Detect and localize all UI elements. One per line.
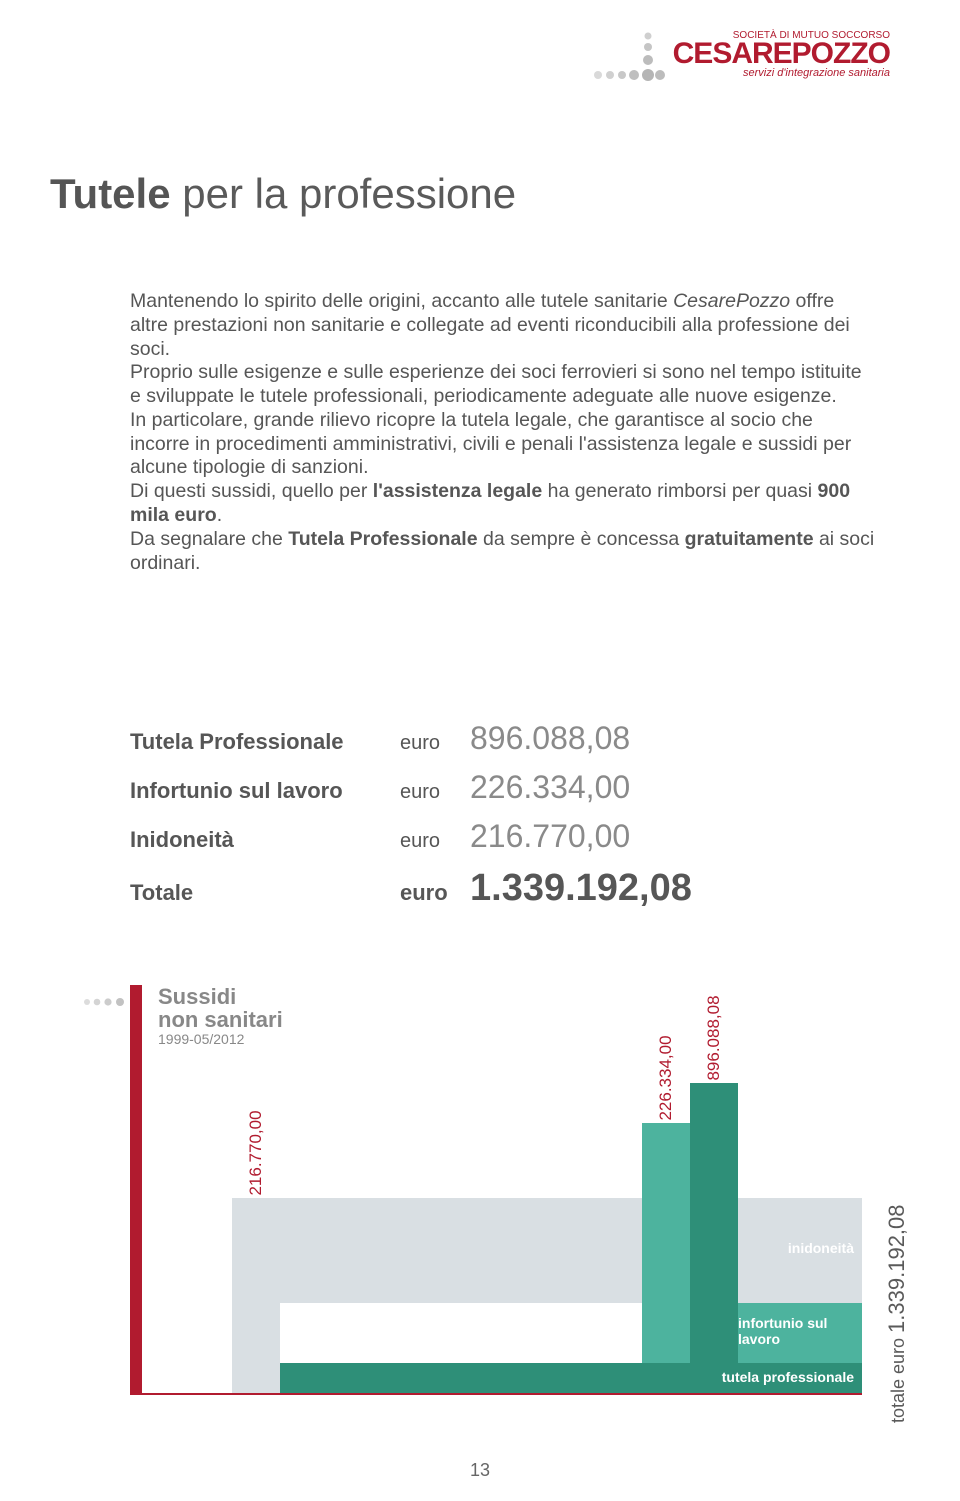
stat-value: 226.334,00 bbox=[470, 769, 630, 806]
chart-segment: tutela professionale bbox=[280, 1363, 862, 1393]
chart-plot: inidoneità 216.770,00 tutela professionale… bbox=[142, 1085, 862, 1395]
chart-segment-name: tutela professionale bbox=[722, 1369, 854, 1385]
title-rest: per la professione bbox=[171, 170, 517, 217]
p4a: Di questi sussidi, quello per bbox=[130, 480, 373, 502]
chart-total-label: totale euro 1.339.192,08 bbox=[884, 1204, 910, 1423]
page-number: 13 bbox=[470, 1460, 490, 1481]
chart-accent-bar bbox=[130, 985, 142, 1395]
total-value: 1.339.192,08 bbox=[884, 1204, 909, 1332]
p2: Proprio sulle esigenze e sulle esperienz… bbox=[130, 361, 875, 409]
p5b: Tutela Professionale bbox=[288, 528, 477, 550]
total-prefix: totale euro bbox=[888, 1333, 908, 1423]
p4b: l'assistenza legale bbox=[373, 480, 542, 502]
page-title: Tutele per la professione bbox=[50, 170, 516, 218]
chart-segment-name: infortunio sul lavoro bbox=[738, 1315, 854, 1347]
stat-value: 216.770,00 bbox=[470, 818, 630, 855]
p5a: Da segnalare che bbox=[130, 528, 288, 550]
chart-segment: infortunio sul lavoro bbox=[738, 1303, 862, 1363]
chart-segment: 896.088,08 bbox=[690, 1083, 738, 1363]
p4e: . bbox=[217, 504, 222, 526]
chart-segment: 226.334,00 bbox=[642, 1123, 690, 1363]
dots-icon bbox=[590, 30, 670, 95]
chart-bar-label: 216.770,00 bbox=[246, 1110, 266, 1195]
p3: In particolare, grande rilievo ricopre l… bbox=[130, 409, 875, 480]
stats-block: Tutela Professionaleeuro896.088,08Infort… bbox=[130, 720, 875, 922]
chart-bar-label: 896.088,08 bbox=[704, 995, 724, 1080]
stat-row: Tutela Professionaleeuro896.088,08 bbox=[130, 720, 875, 757]
p1-em: CesarePozzo bbox=[673, 290, 790, 312]
stat-euro: euro bbox=[400, 830, 470, 853]
stat-euro: euro bbox=[400, 880, 470, 906]
chart-title-2: non sanitari bbox=[158, 1008, 283, 1031]
brand-logo: SOCIETÀ DI MUTUO SOCCORSO CESAREPOZZO se… bbox=[673, 30, 890, 79]
stat-value: 896.088,08 bbox=[470, 720, 630, 757]
p5c: da sempre è concessa bbox=[478, 528, 685, 550]
stat-label: Inidoneità bbox=[130, 827, 400, 853]
p4c: ha generato rimborsi per quasi bbox=[542, 480, 817, 502]
chart-segment-name: inidoneità bbox=[788, 1240, 854, 1256]
stat-euro: euro bbox=[400, 781, 470, 804]
stat-row: Infortunio sul lavoroeuro226.334,00 bbox=[130, 769, 875, 806]
dots-icon bbox=[82, 995, 128, 1014]
stat-label: Infortunio sul lavoro bbox=[130, 778, 400, 804]
body-text: Mantenendo lo spirito delle origini, acc… bbox=[130, 290, 875, 575]
stat-label: Tutela Professionale bbox=[130, 729, 400, 755]
stat-row: Totaleeuro1.339.192,08 bbox=[130, 867, 875, 910]
title-bold: Tutele bbox=[50, 170, 171, 217]
chart-bar-label: 226.334,00 bbox=[656, 1035, 676, 1120]
logo-main: CESAREPOZZO bbox=[673, 41, 890, 67]
p1a: Mantenendo lo spirito delle origini, acc… bbox=[130, 290, 673, 312]
chart: Sussidi non sanitari 1999-05/2012 inidon… bbox=[130, 985, 930, 1435]
stat-value: 1.339.192,08 bbox=[470, 867, 692, 910]
stat-row: Inidoneitàeuro216.770,00 bbox=[130, 818, 875, 855]
stat-label: Totale bbox=[130, 880, 400, 906]
chart-segment: 216.770,00 bbox=[232, 1198, 280, 1393]
chart-segment: inidoneità bbox=[280, 1198, 862, 1303]
chart-period: 1999-05/2012 bbox=[158, 1031, 283, 1047]
chart-title: Sussidi non sanitari 1999-05/2012 bbox=[158, 985, 283, 1047]
chart-title-1: Sussidi bbox=[158, 985, 283, 1008]
p5d: gratuitamente bbox=[685, 528, 814, 550]
stat-euro: euro bbox=[400, 732, 470, 755]
